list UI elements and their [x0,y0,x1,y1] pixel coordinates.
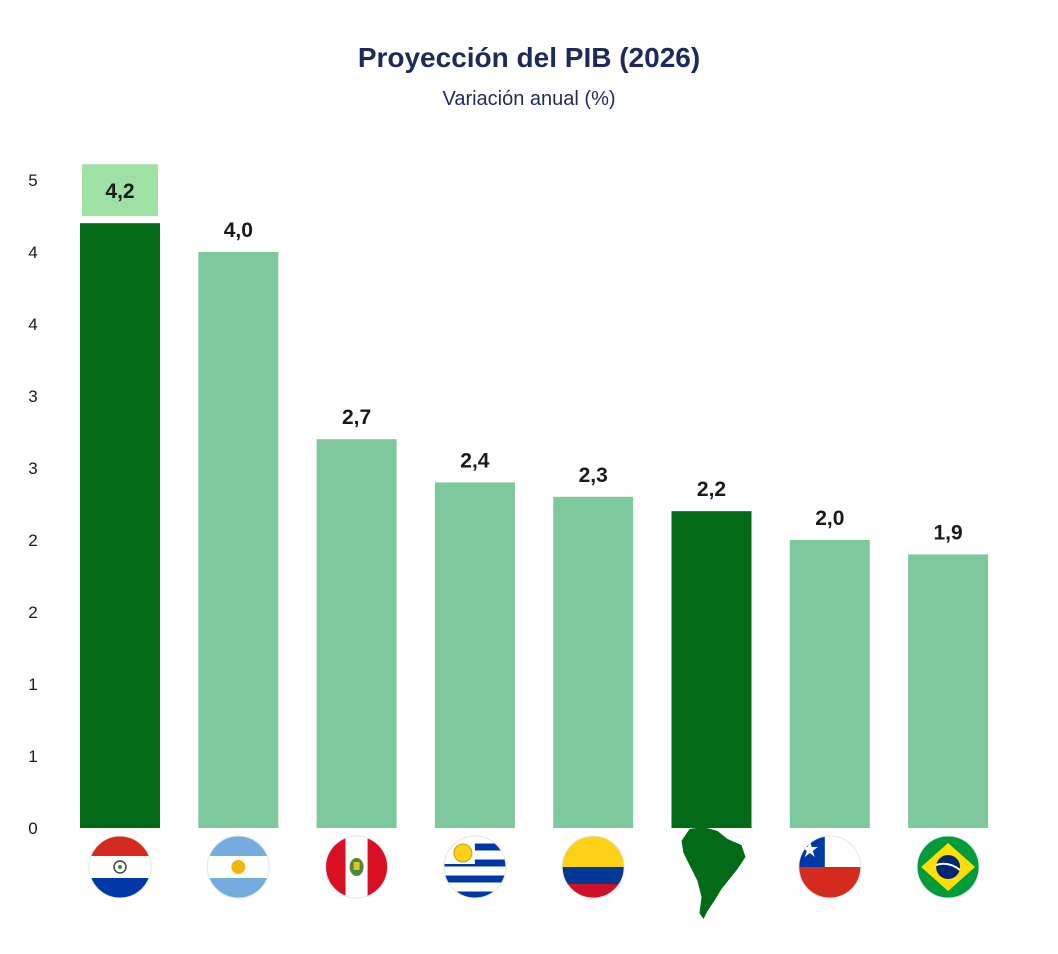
value-label: 2,3 [579,464,608,487]
value-label: 2,4 [460,449,490,472]
y-tick-label: 1 [28,747,37,766]
south-america-map-icon [681,827,746,919]
value-label-box [82,164,158,217]
bar-argentina-flag [198,252,279,828]
y-tick-label: 2 [28,603,37,622]
peru-flag-icon [325,835,389,899]
brazil-flag-icon [916,835,980,899]
chile-flag-icon [798,835,862,899]
value-label: 4,0 [224,219,253,242]
y-tick-label: 4 [28,243,37,262]
y-tick-label: 3 [28,387,37,406]
y-tick-label: 0 [28,819,37,838]
value-label: 2,7 [342,406,371,429]
bar-chile-flag [789,540,870,828]
argentina-flag-icon [206,835,270,899]
value-label: 2,2 [697,478,726,501]
uruguay-flag-icon [443,835,507,899]
y-tick-label: 3 [28,459,37,478]
value-label: 1,9 [933,521,962,544]
value-label: 2,0 [815,507,844,530]
y-tick-label: 2 [28,531,37,550]
bar-peru-flag [316,439,397,828]
value-label: 4,2 [105,180,134,203]
y-tick-label: 4 [28,315,37,334]
chart-title: Proyección del PIB (2026) [357,42,701,73]
bar-colombia-flag [553,496,634,828]
chart-subtitle: Variación anual (%) [442,88,616,110]
bar-uruguay-flag [434,482,515,828]
bar-south-america-map [671,511,752,828]
y-tick-label: 5 [28,171,37,190]
y-tick-label: 1 [28,675,37,694]
bar-paraguay-flag [80,223,160,828]
colombia-flag-icon [561,835,625,899]
bar-brazil-flag [908,554,989,828]
paraguay-flag-icon [88,835,152,899]
